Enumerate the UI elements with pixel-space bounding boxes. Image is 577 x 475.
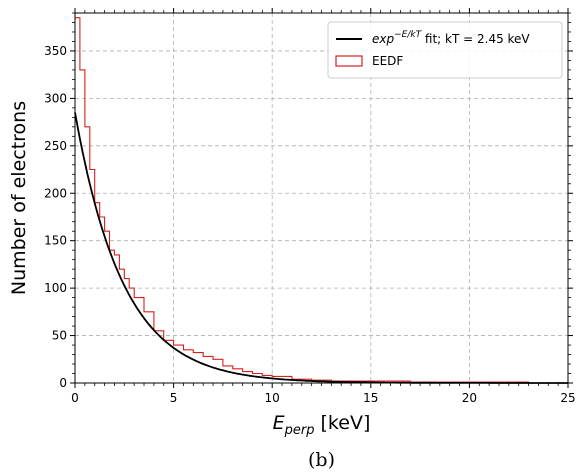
x-tick-label: 0 (71, 391, 79, 405)
eedf-series (75, 17, 568, 384)
y-tick-label: 50 (52, 329, 67, 343)
legend-eedf-swatch (335, 55, 363, 67)
legend-fit-exp: exp (372, 32, 394, 46)
fit-series (74, 112, 568, 384)
legend-fit-sup: −E/kT (394, 30, 422, 40)
legend-fit-rest: fit; kT = 2.45 keV (421, 32, 530, 46)
x-tick-label: 15 (363, 391, 378, 405)
x-tick-label: 20 (462, 391, 477, 405)
y-tick-label: 300 (44, 91, 67, 105)
legend: exp−E/kT fit; kT = 2.45 keV EEDF (327, 21, 563, 79)
legend-fit-label: exp−E/kT fit; kT = 2.45 keV (372, 30, 530, 46)
legend-eedf-label: EEDF (372, 54, 403, 68)
legend-box (327, 21, 563, 79)
grid (75, 13, 568, 383)
y-tick-label: 150 (44, 234, 67, 248)
x-axis-title: Eperp [keV] (273, 412, 371, 438)
x-tick-label: 10 (265, 391, 280, 405)
y-axis-title: Number of electrons (8, 101, 30, 295)
y-tick-label: 250 (44, 139, 67, 153)
y-tick-label: 350 (44, 44, 67, 58)
x-axis-title-unit: [keV] (314, 412, 370, 434)
y-tick-label: 0 (59, 376, 67, 390)
y-tick-label: 100 (44, 281, 67, 295)
x-axis-title-main: E (273, 412, 285, 434)
x-tick-label: 5 (170, 391, 178, 405)
fit-curve (74, 112, 568, 384)
x-tick-label: 25 (560, 391, 575, 405)
eedf-histogram (75, 17, 568, 384)
y-tick-label: 200 (44, 186, 67, 200)
x-axis-title-sub: perp (284, 423, 315, 438)
figure-caption: (b) (308, 449, 335, 471)
